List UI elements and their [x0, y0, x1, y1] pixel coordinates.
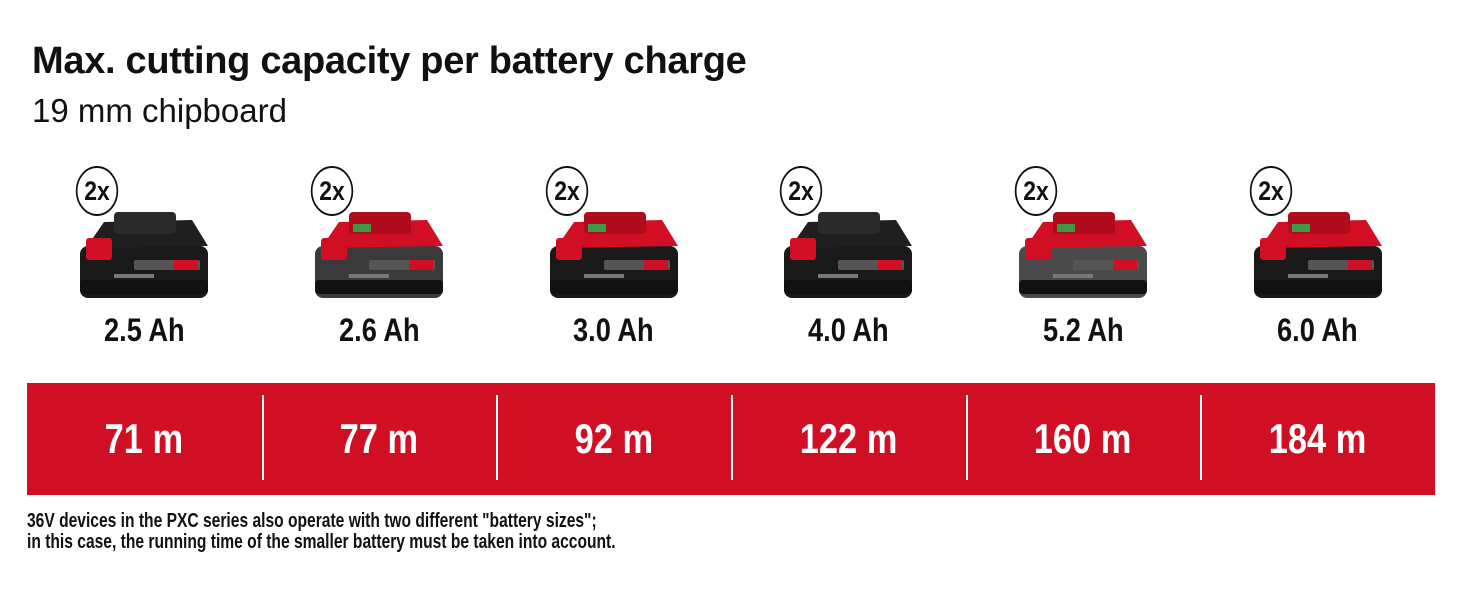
page-title: Max. cutting capacity per battery charge [32, 40, 747, 82]
footnote-line-2: in this case, the running time of the sm… [27, 531, 616, 553]
cutting-capacity-cell: 122 m [731, 383, 966, 495]
battery-icon [1253, 212, 1382, 298]
battery-icon [549, 212, 678, 298]
battery-column: 2x 5.2 Ah [966, 160, 1201, 360]
capacity-label: 2.6 Ah [338, 312, 420, 348]
cutting-capacity-cell: 71 m [27, 383, 262, 495]
cutting-capacity-cell: 77 m [261, 383, 497, 495]
cutting-capacity-cell: 92 m [496, 383, 731, 495]
battery-icon [1019, 212, 1148, 298]
quantity-badge: 2x [545, 166, 588, 216]
footnote: 36V devices in the PXC series also opera… [27, 511, 616, 553]
cutting-capacity-cell: 160 m [965, 383, 1201, 495]
cutting-capacity-value: 92 m [574, 415, 653, 462]
capacity-label: 5.2 Ah [1042, 312, 1124, 348]
cutting-capacity-value: 184 m [1268, 415, 1367, 462]
cutting-capacity-cell: 184 m [1200, 383, 1435, 495]
quantity-badge: 2x [76, 166, 119, 216]
quantity-badge: 2x [780, 166, 823, 216]
battery-icon [784, 212, 913, 298]
battery-column: 2x 2.6 Ah [262, 160, 497, 360]
capacity-label: 6.0 Ah [1277, 312, 1358, 348]
page-subtitle: 19 mm chipboard [32, 92, 287, 129]
quantity-badge: 2x [1014, 166, 1058, 216]
cutting-capacity-value: 71 m [105, 415, 184, 462]
capacity-label: 3.0 Ah [573, 312, 654, 348]
battery-column: 2x 2.5 Ah [27, 160, 262, 360]
capacity-label: 4.0 Ah [808, 312, 889, 348]
cutting-capacity-value: 160 m [1034, 415, 1132, 462]
quantity-badge: 2x [310, 166, 354, 216]
battery-icon [315, 212, 443, 298]
cutting-capacity-value: 77 m [339, 415, 419, 462]
footnote-line-1: 36V devices in the PXC series also opera… [27, 510, 597, 532]
cutting-capacity-value: 122 m [799, 415, 898, 462]
battery-column: 2x 4.0 Ah [731, 160, 966, 360]
battery-row: 2x 2.5 Ah 2x 2.6 Ah 2x [27, 160, 1435, 360]
quantity-badge: 2x [1249, 166, 1292, 216]
capacity-label: 2.5 Ah [104, 312, 185, 348]
result-band: 71 m 77 m 92 m 122 m 160 m 184 m [27, 383, 1435, 495]
battery-column: 2x 6.0 Ah [1200, 160, 1435, 360]
battery-icon [80, 212, 209, 298]
battery-column: 2x 3.0 Ah [496, 160, 731, 360]
